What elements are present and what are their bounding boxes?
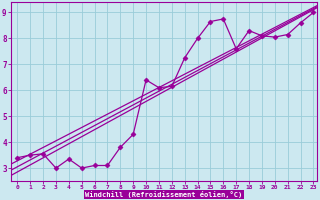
X-axis label: Windchill (Refroidissement éolien,°C): Windchill (Refroidissement éolien,°C): [85, 191, 243, 198]
